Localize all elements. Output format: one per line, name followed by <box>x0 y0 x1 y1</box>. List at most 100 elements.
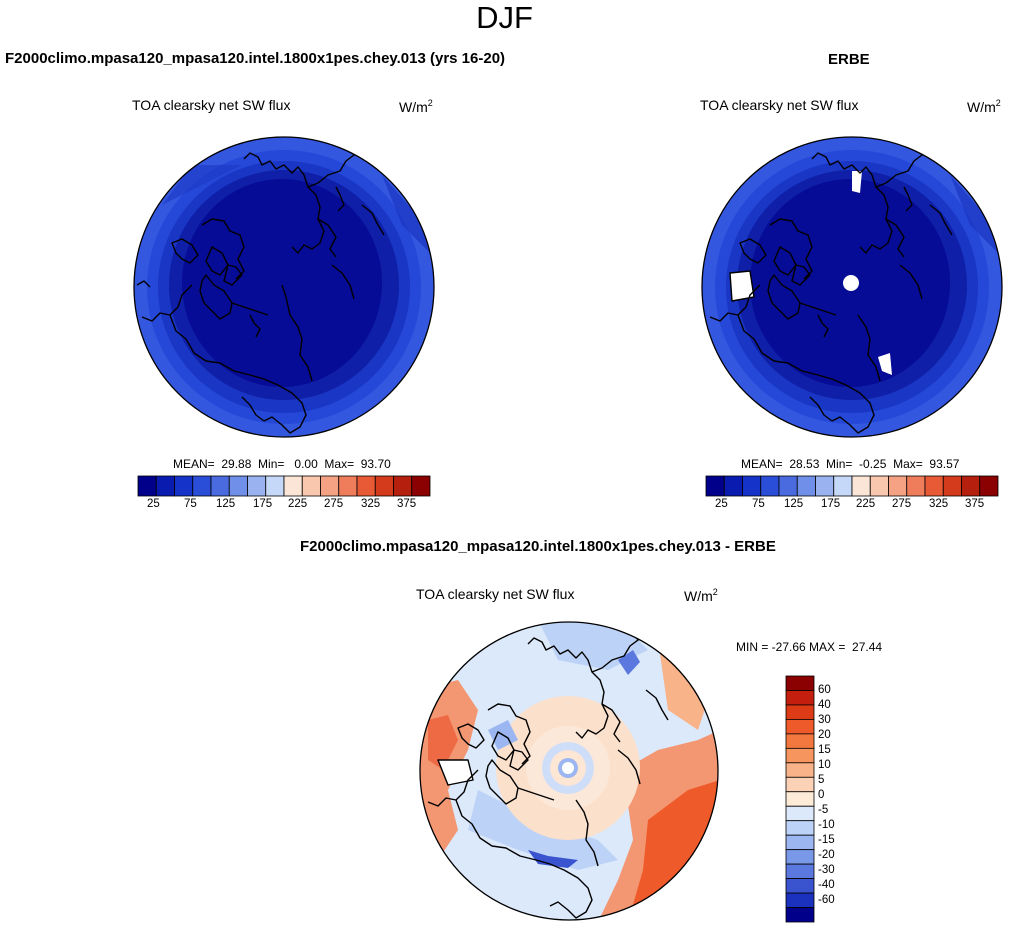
colorbar-swatch <box>785 747 815 764</box>
colorbar-2-tick: 375 <box>965 498 985 510</box>
colorbar-swatch <box>785 675 815 691</box>
colorbar-swatch <box>785 733 815 749</box>
colorbar-swatch <box>785 849 815 865</box>
colorbar-swatch <box>320 475 340 497</box>
colorbar-1-tick: 75 <box>184 498 197 510</box>
colorbar-3-tick: 5 <box>818 774 825 786</box>
colorbar-2-tick: 275 <box>892 498 912 510</box>
colorbar-3-tick: 60 <box>818 684 831 696</box>
colorbar-3-tick: -15 <box>818 834 835 846</box>
colorbar-3-tick: -5 <box>818 804 829 816</box>
colorbar-swatch <box>760 475 780 497</box>
colorbar-swatch <box>301 475 321 497</box>
colorbar-3-tick: 10 <box>818 759 831 771</box>
figure-title: DJF <box>476 0 533 35</box>
colorbar-swatch <box>869 475 889 497</box>
colorbar-swatch <box>785 776 815 793</box>
colorbar-2-tick: 325 <box>929 498 949 510</box>
colorbar-swatch <box>174 475 194 497</box>
panel-2-stats: MEAN= 28.53 Min= -0.25 Max= 93.57 <box>741 457 960 471</box>
colorbar-swatch <box>265 475 285 497</box>
colorbar-swatch <box>961 475 981 497</box>
colorbar-3-tick: 40 <box>818 699 831 711</box>
colorbar-1-tick: 375 <box>397 498 417 510</box>
colorbar-swatch <box>785 805 815 822</box>
panel-3-stats: MIN = -27.66 MAX = 27.44 <box>736 640 883 654</box>
colorbar-swatch <box>785 834 815 851</box>
colorbar-swatch <box>192 475 212 497</box>
panel-3-heading: F2000climo.mpasa120_mpasa120.intel.1800x… <box>300 538 776 555</box>
colorbar-swatch <box>338 475 358 497</box>
colorbar-swatch <box>705 475 725 497</box>
colorbar-swatch <box>785 704 815 720</box>
colorbar-swatch <box>796 475 816 497</box>
colorbar-swatch <box>283 475 303 497</box>
colorbar-swatch <box>393 475 413 497</box>
colorbar-swatch <box>785 791 815 807</box>
colorbar-swatch <box>247 475 267 497</box>
colorbar-1-tick: 325 <box>361 498 381 510</box>
colorbar-swatch <box>785 878 815 894</box>
colorbar-3 <box>785 675 815 923</box>
colorbar-swatch <box>411 475 431 497</box>
colorbar-swatch <box>374 475 394 497</box>
colorbar-3-tick: 15 <box>818 744 831 756</box>
colorbar-2-tick: 75 <box>752 498 765 510</box>
colorbar-swatch <box>815 475 835 497</box>
colorbar-swatch <box>356 475 376 497</box>
colorbar-swatch <box>210 475 230 497</box>
colorbar-swatch <box>785 863 815 879</box>
panel-2-units: W/m2 <box>967 98 1001 115</box>
colorbar-2-tick: 125 <box>784 498 804 510</box>
panel-1-stats: MEAN= 29.88 Min= 0.00 Max= 93.70 <box>173 457 391 471</box>
colorbar-2-tick: 175 <box>821 498 841 510</box>
colorbar-3-tick: -20 <box>818 849 835 861</box>
colorbar-swatch <box>785 820 815 836</box>
colorbar-2-labels: 25 75 125 175 225 275 325 375 <box>706 498 998 514</box>
colorbar-3-tick: -10 <box>818 819 835 831</box>
colorbar-swatch <box>906 475 926 497</box>
colorbar-swatch <box>155 475 175 497</box>
colorbar-swatch <box>785 907 815 923</box>
colorbar-swatch <box>888 475 908 497</box>
colorbar-2-tick: 225 <box>856 498 876 510</box>
panel-1-polar-map <box>133 136 435 438</box>
panel-3-polar-map <box>419 621 719 921</box>
panel-3-units: W/m2 <box>684 587 718 604</box>
colorbar-3-tick: 20 <box>818 729 831 741</box>
colorbar-3-tick: 0 <box>818 789 825 801</box>
colorbar-swatch <box>137 475 157 497</box>
panel-1-variable: TOA clearsky net SW flux <box>132 97 291 113</box>
colorbar-1-tick: 25 <box>147 498 160 510</box>
colorbar-swatch <box>833 475 853 497</box>
panel-2-polar-map <box>701 136 1003 438</box>
panel-3-variable: TOA clearsky net SW flux <box>416 586 575 602</box>
panel-1-heading: F2000climo.mpasa120_mpasa120.intel.1800x… <box>5 50 506 67</box>
colorbar-swatch <box>778 475 798 497</box>
colorbar-swatch <box>785 690 815 706</box>
colorbar-3-labels: 60 40 30 20 15 10 5 0 -5 -10 -15 -20 -30… <box>818 684 858 916</box>
colorbar-swatch <box>785 762 815 778</box>
panel-1-units: W/m2 <box>399 98 433 115</box>
panel-2-variable: TOA clearsky net SW flux <box>700 97 859 113</box>
colorbar-3-tick: -40 <box>818 879 835 891</box>
colorbar-1-tick: 225 <box>288 498 308 510</box>
colorbar-1-tick: 175 <box>253 498 273 510</box>
colorbar-swatch <box>785 719 815 735</box>
panel-2-heading: ERBE <box>828 51 870 68</box>
colorbar-3-tick: 30 <box>818 714 831 726</box>
colorbar-1-labels: 25 75 125 175 225 275 325 375 <box>138 498 430 514</box>
colorbar-swatch <box>742 475 762 497</box>
colorbar-1 <box>137 475 431 497</box>
colorbar-3-tick: -60 <box>818 894 835 906</box>
colorbar-3-tick: -30 <box>818 864 835 876</box>
colorbar-2 <box>705 475 999 497</box>
colorbar-1-tick: 275 <box>324 498 344 510</box>
colorbar-swatch <box>924 475 944 497</box>
colorbar-swatch <box>228 475 248 497</box>
colorbar-swatch <box>942 475 962 497</box>
colorbar-swatch <box>851 475 871 497</box>
colorbar-1-tick: 125 <box>216 498 236 510</box>
coastlines-2 <box>709 142 987 434</box>
colorbar-swatch <box>723 475 743 497</box>
